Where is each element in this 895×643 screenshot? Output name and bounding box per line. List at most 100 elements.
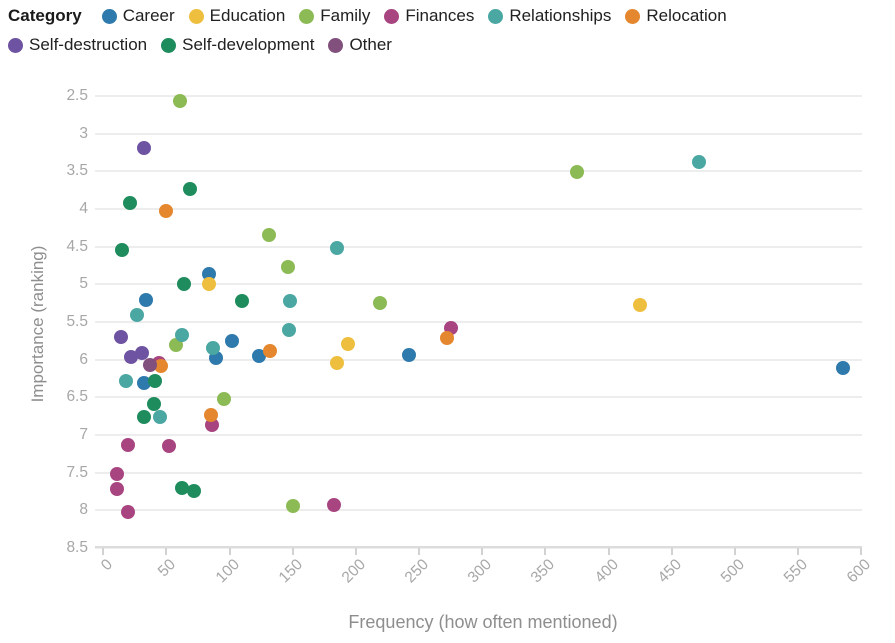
data-point-other[interactable] [142, 357, 157, 372]
x-tick [860, 548, 863, 555]
data-point-relocation[interactable] [154, 359, 169, 374]
data-point-finances[interactable] [121, 437, 136, 452]
data-point-relocation[interactable] [262, 344, 277, 359]
legend-swatch-icon [101, 8, 117, 24]
gridline [95, 320, 862, 323]
legend-swatch-icon [328, 37, 344, 53]
data-point-finances[interactable] [121, 505, 136, 520]
legend-item-self-destruction[interactable]: Self-destruction [8, 32, 147, 58]
data-point-relationships[interactable] [692, 154, 707, 169]
data-point-family[interactable] [372, 296, 387, 311]
data-point-family[interactable] [569, 165, 584, 180]
data-point-relationships[interactable] [174, 328, 189, 343]
legend-item-label: Family [320, 6, 371, 25]
x-tick [797, 548, 799, 555]
data-point-career[interactable] [202, 266, 217, 281]
data-point-self-destruction[interactable] [113, 329, 128, 344]
data-point-finances[interactable] [327, 497, 342, 512]
data-point-relationships[interactable] [283, 293, 298, 308]
x-tick [418, 548, 421, 555]
data-point-self-development[interactable] [146, 396, 161, 411]
data-point-career[interactable] [225, 333, 240, 348]
data-point-education[interactable] [329, 356, 344, 371]
data-point-family[interactable] [280, 259, 295, 274]
x-tick-label: 500 [717, 556, 748, 587]
y-tick-label: 4.5 [66, 237, 88, 255]
legend-item-career[interactable]: Career [101, 3, 175, 29]
data-point-family[interactable] [261, 227, 276, 242]
data-point-self-development[interactable] [174, 481, 189, 496]
data-point-career[interactable] [836, 360, 851, 375]
legend-item-label: Other [349, 35, 392, 54]
legend-swatch-icon [8, 37, 23, 53]
legend-item-finances[interactable]: Finances [384, 3, 474, 29]
y-tick-label: 8.5 [66, 538, 88, 556]
data-point-relocation[interactable] [203, 408, 218, 423]
legend-item-label: Relationships [509, 6, 612, 25]
data-point-relocation[interactable] [439, 330, 454, 345]
data-point-career[interactable] [401, 348, 416, 363]
data-point-self-development[interactable] [136, 409, 151, 424]
data-point-self-destruction[interactable] [123, 350, 138, 365]
legend-swatch-icon [625, 8, 641, 24]
legend-swatch-icon [488, 8, 504, 24]
y-tick-label: 3.5 [66, 162, 88, 180]
data-point-finances[interactable] [161, 439, 176, 454]
x-tick [670, 548, 673, 555]
data-point-family[interactable] [217, 392, 232, 407]
data-point-education[interactable] [633, 298, 648, 313]
data-point-career[interactable] [251, 348, 266, 363]
x-tick [354, 548, 357, 555]
data-point-relocation[interactable] [159, 204, 174, 219]
legend-item-education[interactable]: Education [188, 3, 285, 29]
x-tick [544, 548, 547, 555]
data-point-self-destruction[interactable] [136, 140, 151, 155]
data-point-finances[interactable] [110, 482, 125, 497]
x-tick-label: 300 [464, 556, 496, 587]
data-point-relationships[interactable] [329, 241, 344, 256]
data-point-finances[interactable] [110, 467, 125, 481]
legend-item-self-development[interactable]: Self-development [161, 32, 314, 58]
data-point-family[interactable] [285, 499, 300, 514]
data-point-family[interactable] [173, 93, 188, 108]
data-point-education[interactable] [202, 277, 217, 292]
legend-swatch-icon [384, 8, 400, 24]
legend-item-relocation[interactable]: Relocation [625, 3, 727, 29]
y-tick-label: 3 [79, 124, 88, 142]
data-point-self-development[interactable] [187, 483, 202, 498]
x-tick [607, 548, 610, 555]
legend-item-label: Finances [405, 6, 475, 25]
y-tick-label: 4 [79, 199, 88, 217]
data-point-self-development[interactable] [177, 277, 192, 292]
data-point-self-development[interactable] [147, 374, 162, 389]
x-tick-label: 150 [275, 556, 306, 587]
x-tick-label: 0 [98, 556, 117, 575]
y-tick-label: 6 [79, 350, 88, 368]
legend-item-label: Self-development [182, 35, 315, 54]
data-point-self-development[interactable] [122, 195, 137, 210]
legend-item-relationships[interactable]: Relationships [488, 3, 611, 29]
data-point-relationships[interactable] [206, 341, 221, 356]
data-point-self-development[interactable] [235, 293, 250, 308]
legend-item-family[interactable]: Family [299, 3, 370, 29]
data-point-self-development[interactable] [183, 181, 198, 196]
gridline [95, 433, 862, 436]
data-point-education[interactable] [341, 337, 356, 352]
data-point-relationships[interactable] [130, 308, 145, 323]
x-tick-label: 600 [843, 556, 875, 587]
y-tick-label: 6.5 [66, 388, 88, 406]
data-point-self-development[interactable] [115, 242, 130, 257]
data-point-relationships[interactable] [281, 323, 296, 338]
gridline [95, 245, 862, 248]
x-tick [228, 548, 231, 555]
legend-item-other[interactable]: Other [328, 32, 392, 58]
data-point-relationships[interactable] [118, 374, 133, 389]
data-point-relationships[interactable] [153, 409, 168, 424]
x-tick-label: 400 [591, 556, 622, 587]
y-tick-label: 7 [79, 425, 88, 443]
data-point-career[interactable] [136, 375, 151, 390]
legend-swatch-icon [299, 8, 315, 24]
data-point-self-destruction[interactable] [135, 345, 150, 360]
data-point-career[interactable] [139, 293, 154, 308]
